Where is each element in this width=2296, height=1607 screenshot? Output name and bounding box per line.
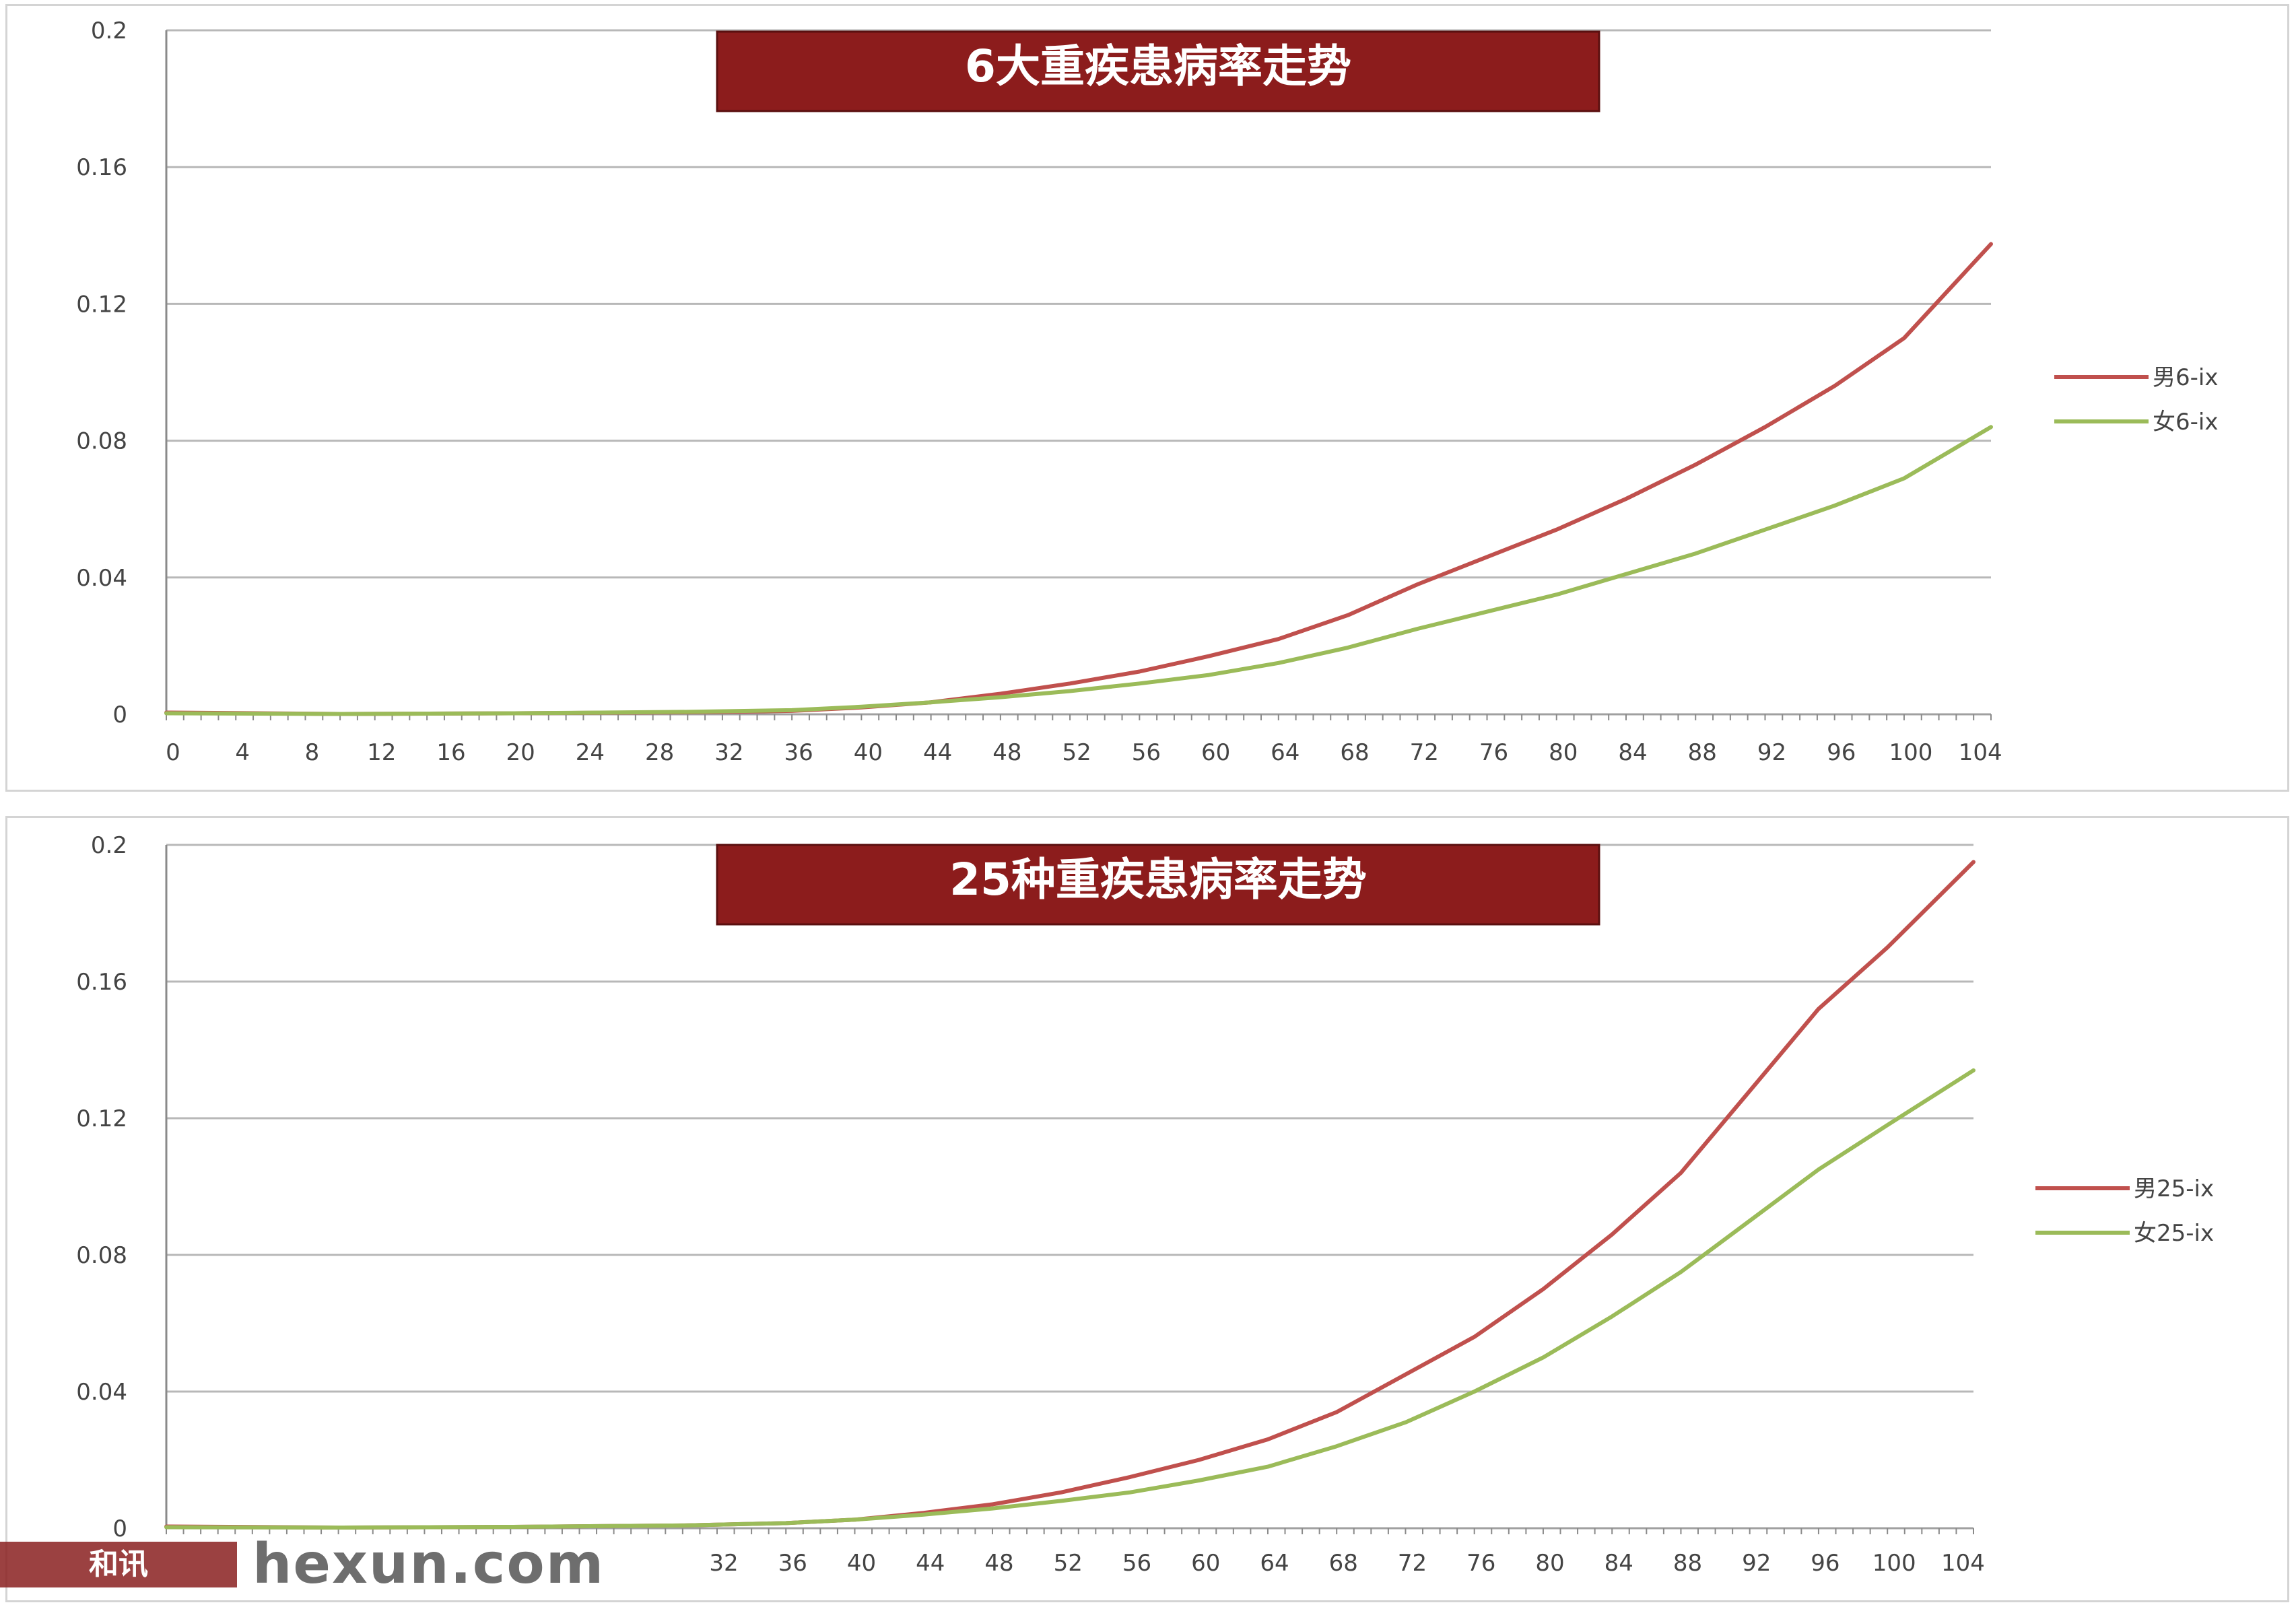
x-tick-label: 92 [1742,1550,1771,1577]
x-tick-label: 104 [1941,1550,1985,1577]
x-tick-label: 100 [1889,739,1932,766]
x-tick-label: 44 [916,1550,945,1577]
chart-panel-top: 0 0.04 0.08 0.12 0.16 0.2 0 4 8 12 16 20 24 28 32 36 40 4… [5,4,2289,792]
x-tick-label: 72 [1398,1550,1427,1577]
x-tick-label: 104 [1959,739,2002,766]
chart-title: 6大重疾患病率走势 [965,40,1351,92]
x-tick-label: 40 [854,739,883,766]
x-tick-label: 64 [1260,1550,1289,1577]
y-tick-label: 0.04 [76,1379,127,1406]
x-tick-label: 88 [1673,1550,1702,1577]
y-tick-label: 0.2 [91,832,127,859]
series-line-male [164,860,1976,1530]
chart-6-major-diseases: 00.040.080.120.160.20 4 8 12 16 20 24 28 32 36 40 4… [76,18,2218,766]
x-tick-label: 60 [1191,1550,1220,1577]
chart-title-box [716,30,1600,112]
x-tick-label: 52 [1054,1550,1083,1577]
y-tick-label: 0.08 [76,1242,127,1269]
x-tick-label: 32 [714,739,743,766]
chart-25-major-diseases: 0 0.04 0.08 0.12 0.16 0.2 32 36 40 44 48 52 56 60 64 68… [76,832,2214,1577]
x-tick-label: 32 [709,1550,738,1577]
x-tick-label: 36 [784,739,813,766]
x-tick-label: 48 [992,739,1021,766]
y-tick-label: 0.16 [76,969,127,996]
legend-label: 女25-ix [2134,1220,2214,1247]
x-tick-label: 40 [847,1550,876,1577]
x-tick-label: 72 [1410,739,1439,766]
x-tick-label: 52 [1062,739,1091,766]
y-tick-label: 0.04 [76,565,127,592]
legend-label: 男25-ix [2134,1175,2214,1202]
y-tick-label: 0 [112,1515,127,1542]
x-tick-label: 76 [1479,739,1508,766]
y-tick-label: 0.08 [76,428,127,455]
watermark: 和讯 hexun.com [0,1532,714,1596]
x-tick-label: 84 [1618,739,1647,766]
x-tick-label: 0 [166,739,180,766]
x-tick-label: 44 [923,739,952,766]
y-tick-label: 0.12 [76,1105,127,1132]
x-tick-label: 28 [645,739,674,766]
hexun-site-text: hexun.com [252,1532,605,1596]
x-tick-label: 8 [305,739,320,766]
series-line-female [164,425,1993,716]
chart-title: 25种重疾患病率走势 [949,854,1367,905]
legend-label: 男6-ix [2153,364,2218,391]
x-tick-label: 16 [436,739,465,766]
x-tick-label: 12 [367,739,396,766]
series-line-female [164,1068,1976,1530]
x-tick-label: 96 [1811,1550,1839,1577]
x-tick-label: 4 [235,739,250,766]
x-tick-label: 92 [1757,739,1786,766]
y-tick-label: 0.16 [76,154,127,181]
x-tick-label: 68 [1329,1550,1358,1577]
x-tick-label: 88 [1688,739,1717,766]
x-tick-label: 60 [1201,739,1230,766]
y-tick-label: 0.12 [76,291,127,318]
chart-panel-bottom: 0 0.04 0.08 0.12 0.16 0.2 32 36 40 44 48 52 56 60 64 68… [5,816,2289,1602]
x-tick-label: 76 [1466,1550,1495,1577]
y-tick-label: 0.2 [91,18,127,44]
x-tick-label: 100 [1872,1550,1916,1577]
x-tick-label: 36 [778,1550,807,1577]
x-tick-label: 48 [984,1550,1013,1577]
x-tick-label: 56 [1122,1550,1151,1577]
x-tick-label: 24 [576,739,605,766]
x-tick-label: 80 [1549,739,1578,766]
hexun-logo: 和讯 [0,1542,237,1587]
x-tick-label: 64 [1271,739,1299,766]
x-tick-label: 68 [1340,739,1369,766]
x-tick-label: 84 [1605,1550,1633,1577]
legend-label: 女6-ix [2153,409,2218,436]
chart-title-box [716,844,1600,926]
x-tick-label: 96 [1827,739,1856,766]
x-tick-label: 56 [1132,739,1161,766]
x-tick-label: 80 [1535,1550,1564,1577]
series-line-male [164,242,1993,716]
x-tick-label: 20 [506,739,535,766]
y-tick-label: 0 [112,702,127,728]
